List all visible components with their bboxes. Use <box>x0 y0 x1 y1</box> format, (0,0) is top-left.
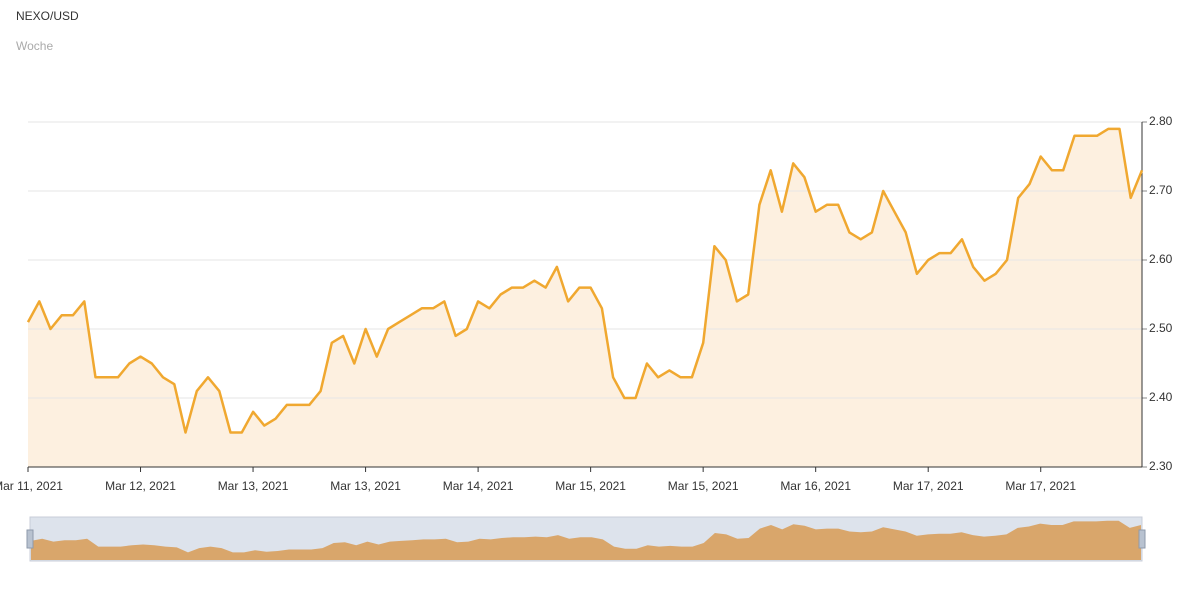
chart-subtitle: Woche <box>16 39 53 53</box>
navigator-handle[interactable] <box>26 529 34 549</box>
x-tick-label: Mar 17, 2021 <box>893 479 964 493</box>
chart-title: NEXO/USD <box>16 9 79 23</box>
y-tick-label: 2.70 <box>1149 183 1173 197</box>
x-tick-label: Mar 13, 2021 <box>330 479 401 493</box>
area-fill <box>28 128 1142 467</box>
x-tick-label: Mar 15, 2021 <box>555 479 626 493</box>
y-tick-label: 2.60 <box>1149 252 1173 266</box>
y-tick-label: 2.30 <box>1149 459 1173 473</box>
x-tick-label: Mar 16, 2021 <box>780 479 851 493</box>
x-tick-label: Mar 15, 2021 <box>668 479 739 493</box>
x-tick-label: Mar 14, 2021 <box>443 479 514 493</box>
navigator-area <box>31 520 1141 560</box>
x-tick-label: Mar 17, 2021 <box>1005 479 1076 493</box>
x-tick-label: Mar 11, 2021 <box>0 479 63 493</box>
y-tick-label: 2.50 <box>1149 321 1173 335</box>
x-tick-label: Mar 13, 2021 <box>218 479 289 493</box>
navigator-handle[interactable] <box>1138 529 1146 549</box>
y-tick-label: 2.80 <box>1149 114 1173 128</box>
price-line <box>26 127 1144 434</box>
y-tick-label: 2.40 <box>1149 390 1173 404</box>
x-tick-label: Mar 12, 2021 <box>105 479 176 493</box>
